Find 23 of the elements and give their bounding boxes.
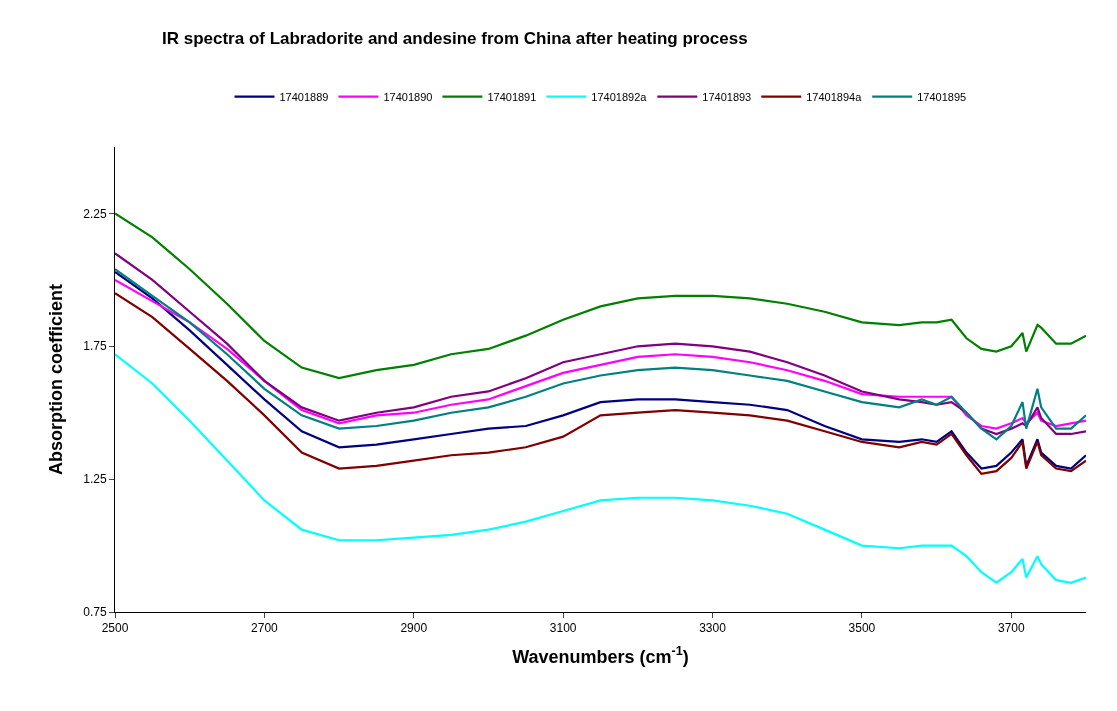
x-tick-label: 3300 bbox=[699, 621, 727, 636]
x-tick-label: 2700 bbox=[251, 621, 279, 636]
x-tick-label: 3100 bbox=[549, 621, 577, 636]
x-axis-title: Wavenumbers (cm$^{-1}$) bbox=[512, 643, 689, 667]
x-tick-label: 2500 bbox=[101, 621, 129, 636]
x-tick-label: 3700 bbox=[997, 621, 1025, 636]
line-series bbox=[115, 212, 1086, 380]
y-axis-title: Absorption coefficient bbox=[46, 283, 67, 476]
legend-label: 17401895 bbox=[917, 90, 967, 103]
legend-label: 17401892a bbox=[591, 90, 648, 103]
y-tick-label: 1.75 bbox=[83, 339, 107, 354]
chart-title: IR spectra of Labradorite and andesine from China after heating process bbox=[161, 29, 748, 49]
y-tick-label: 2.25 bbox=[83, 206, 107, 221]
y-tick-label: 1.25 bbox=[83, 472, 107, 487]
y-tick-label: 0.75 bbox=[83, 605, 107, 620]
line-series bbox=[115, 353, 1086, 584]
x-tick-label: 3500 bbox=[848, 621, 876, 636]
legend-label: 17401890 bbox=[383, 90, 433, 103]
legend-label: 17401889 bbox=[279, 90, 329, 103]
x-tick-label: 2900 bbox=[400, 621, 428, 636]
legend-label: 17401891 bbox=[487, 90, 537, 103]
legend-label: 17401893 bbox=[702, 90, 752, 103]
legend-label: 17401894a bbox=[806, 90, 863, 103]
